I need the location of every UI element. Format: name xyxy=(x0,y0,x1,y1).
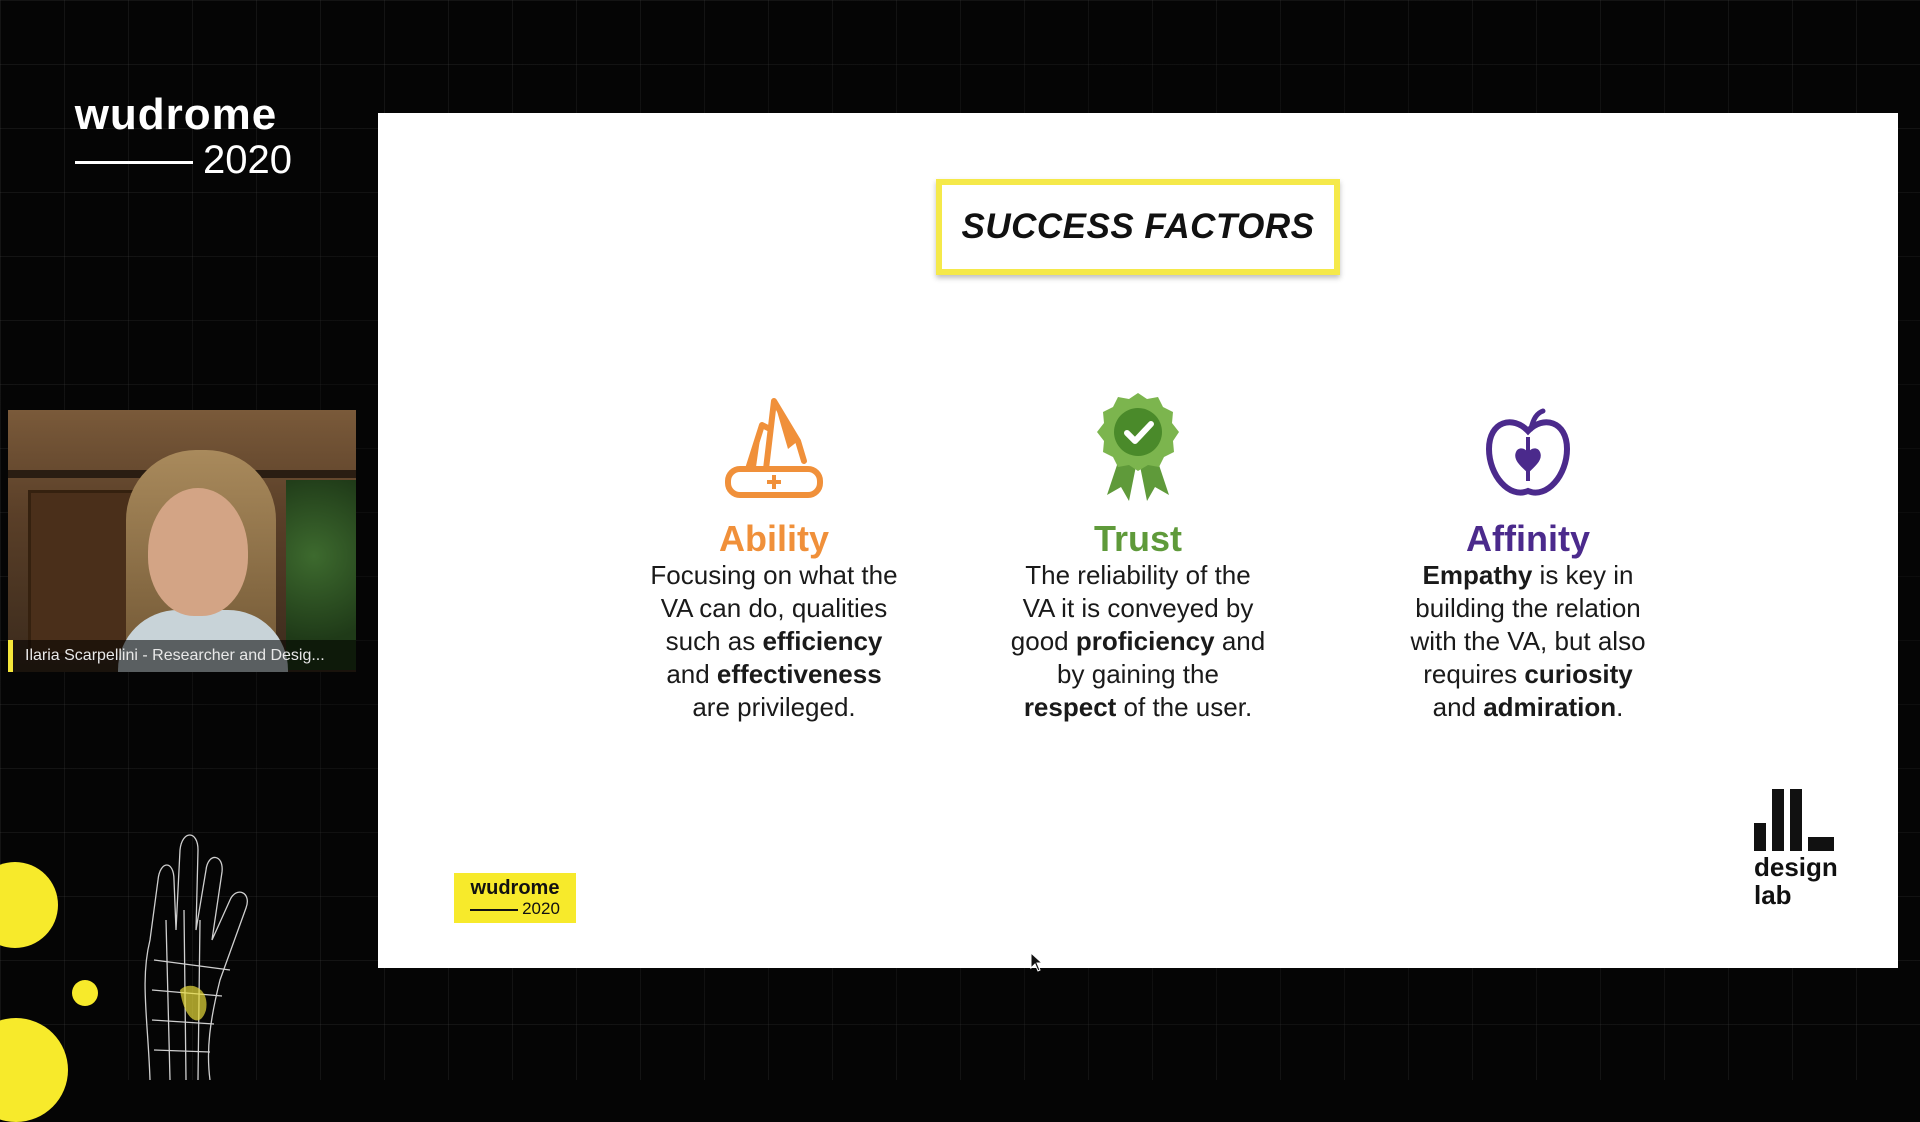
description-text: building the relation xyxy=(1415,593,1641,623)
description-line: and admiration. xyxy=(1368,691,1688,724)
presentation-slide: SUCCESS FACTORS Ability Focusing on what… xyxy=(378,113,1898,968)
slide-badge-year: 2020 xyxy=(522,899,560,918)
participant-name-label: Ilaria Scarpellini - Researcher and Desi… xyxy=(8,640,356,672)
design-lab-text-line1: design xyxy=(1754,852,1838,882)
description-text: by gaining the xyxy=(1057,659,1219,689)
description-text: and xyxy=(1214,626,1266,656)
description-line: The reliability of the xyxy=(978,559,1298,592)
description-text: The reliability of the xyxy=(1025,560,1251,590)
wireframe-hand-icon xyxy=(144,834,248,1080)
description-line: Focusing on what the xyxy=(614,559,934,592)
emphasis-text: proficiency xyxy=(1075,626,1215,656)
event-logo-year-row: 2020 xyxy=(56,138,296,182)
slide-title: SUCCESS FACTORS xyxy=(961,207,1315,246)
description-line: respect of the user. xyxy=(978,691,1298,724)
slide-badge-name: wudrome xyxy=(470,877,560,899)
emphasis-text: Empathy xyxy=(1422,560,1533,590)
description-text: and xyxy=(1432,692,1484,722)
description-line: by gaining the xyxy=(978,658,1298,691)
slide-title-box: SUCCESS FACTORS xyxy=(936,179,1340,275)
slide-badge-year-row: 2020 xyxy=(454,900,576,918)
factor-trust-name: Trust xyxy=(1093,518,1182,559)
factor-ability-description: Focusing on what the VA can do, qualities… xyxy=(614,559,934,724)
description-text: . xyxy=(1616,692,1624,722)
description-text: good xyxy=(1010,626,1076,656)
apple-heart-icon xyxy=(1368,385,1688,503)
emphasis-text: respect xyxy=(1023,692,1117,722)
description-text: of the user. xyxy=(1116,692,1253,722)
description-text: with the VA, but also xyxy=(1410,626,1646,656)
event-logo-rule xyxy=(75,160,194,164)
description-line: good proficiency and xyxy=(978,625,1298,658)
design-lab-text-line2: lab xyxy=(1754,880,1792,910)
description-text: VA can do, qualities xyxy=(660,593,888,623)
participant-video-tile[interactable] xyxy=(8,410,356,672)
event-logo-year: 2020 xyxy=(203,138,292,182)
description-line: building the relation xyxy=(1368,592,1688,625)
factor-trust-description: The reliability of the VA it is conveyed … xyxy=(978,559,1298,724)
design-lab-logo: design lab xyxy=(1754,789,1854,910)
mouse-cursor-icon xyxy=(1030,952,1044,972)
description-line: Empathy is key in xyxy=(1368,559,1688,592)
factor-trust: Trust The reliability of the VA it is con… xyxy=(978,385,1298,724)
decor-circle-small xyxy=(72,980,98,1006)
emphasis-text: admiration xyxy=(1483,692,1617,722)
event-logo: wudrome 2020 xyxy=(56,90,296,183)
description-line: requires curiosity xyxy=(1368,658,1688,691)
emphasis-text: efficiency xyxy=(762,626,883,656)
factor-ability: Ability Focusing on what the VA can do, q… xyxy=(614,385,934,724)
factor-affinity-name: Affinity xyxy=(1466,518,1590,559)
description-text: and xyxy=(666,659,717,689)
emphasis-text: effectiveness xyxy=(716,659,882,689)
description-line: are privileged. xyxy=(614,691,934,724)
factor-ability-name: Ability xyxy=(718,518,829,559)
description-text: requires xyxy=(1423,659,1525,689)
event-logo-name: wudrome xyxy=(74,90,278,139)
factor-affinity-description: Empathy is key in building the relation wi… xyxy=(1368,559,1688,724)
description-text: Focusing on what the xyxy=(650,560,898,590)
video-person-face xyxy=(148,488,248,616)
emphasis-text: curiosity xyxy=(1524,659,1633,689)
description-line: with the VA, but also xyxy=(1368,625,1688,658)
description-text: is key in xyxy=(1532,560,1634,590)
slide-event-badge: wudrome 2020 xyxy=(454,873,576,923)
description-line: such as efficiency xyxy=(614,625,934,658)
design-lab-bars-icon xyxy=(1754,789,1854,851)
video-plant xyxy=(286,480,356,670)
award-ribbon-check-icon xyxy=(978,385,1298,503)
description-line: VA it is conveyed by xyxy=(978,592,1298,625)
slide-badge-rule xyxy=(470,908,519,911)
swiss-army-knife-icon xyxy=(614,385,934,503)
description-text: VA it is conveyed by xyxy=(1022,593,1254,623)
factor-affinity: Affinity Empathy is key in building the r… xyxy=(1368,385,1688,724)
description-line: VA can do, qualities xyxy=(614,592,934,625)
description-text: such as xyxy=(665,626,763,656)
description-text: are privileged. xyxy=(692,692,856,722)
description-line: and effectiveness xyxy=(614,658,934,691)
